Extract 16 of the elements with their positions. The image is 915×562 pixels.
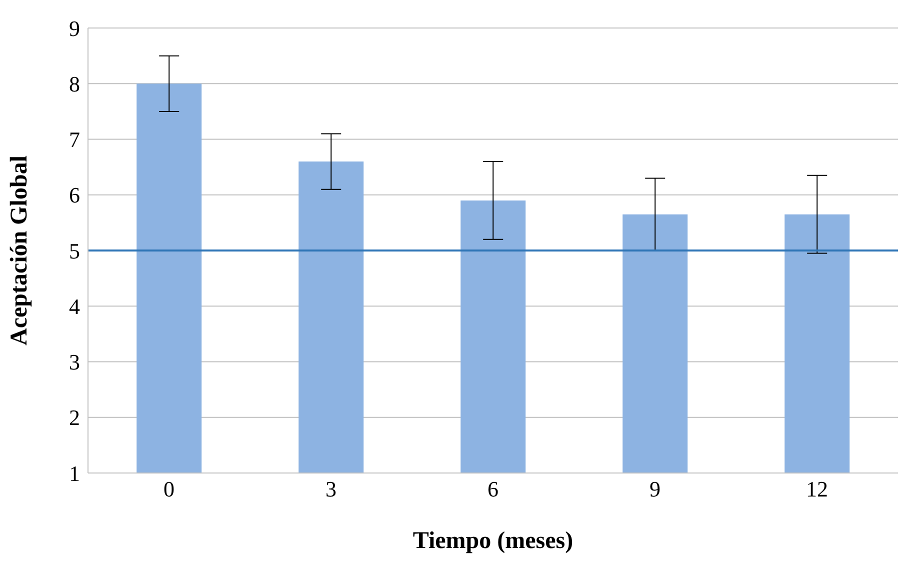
y-tick-label: 2: [69, 405, 80, 430]
x-tick-label: 12: [806, 476, 828, 502]
x-tick-label: 9: [650, 476, 660, 502]
y-tick-label: 6: [69, 182, 80, 208]
y-tick-label: 4: [69, 294, 80, 319]
y-tick-label: 5: [69, 238, 80, 264]
x-axis-title: Tiempo (meses): [412, 528, 574, 554]
x-tick-label: 0: [164, 476, 174, 502]
x-tick-label: 3: [326, 476, 336, 502]
y-tick-label: 3: [69, 350, 80, 375]
y-tick-label: 9: [69, 16, 80, 41]
y-tick-label: 8: [69, 71, 80, 96]
y-axis-title: Aceptación Global: [6, 155, 33, 346]
y-tick-label: 7: [69, 127, 80, 152]
x-tick-label: 6: [488, 476, 498, 502]
y-tick-label: 1: [69, 460, 80, 486]
